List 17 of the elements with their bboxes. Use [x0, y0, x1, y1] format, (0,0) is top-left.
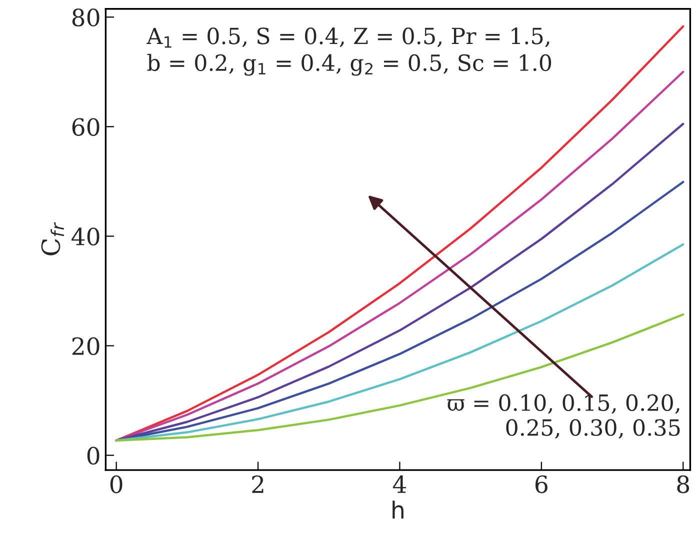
y-tick-label: 80 — [72, 8, 100, 26]
y-tick-label: 0 — [87, 446, 100, 465]
x-tick-label: 0 — [110, 475, 122, 494]
annotation: A$_{1}$ = 0.5, S = 0.4, Z = 0.5, Pr = 1.5, b = 0.2, g$_{1}$ = 0.4, g$_{2}$ = 0.5, Sc = 1.0 — [146, 28, 552, 76]
line-series — [115, 243, 684, 442]
annotation: ϖ = 0.10, 0.15, 0.20, 0.25, 0.30, 0.35 — [447, 394, 680, 439]
x-tick-label: 4 — [392, 475, 406, 493]
x-tick-label: 8 — [677, 475, 690, 494]
x-tick-label: 2 — [252, 475, 264, 493]
y-axis-title: C$_{fr}$ — [41, 222, 64, 256]
x-axis-title: h — [392, 500, 404, 519]
line-series — [115, 313, 684, 442]
y-tick-label: 60 — [72, 118, 100, 136]
x-tick-label: 6 — [535, 475, 548, 494]
y-tick-label: 40 — [72, 228, 100, 246]
y-tick-label: 20 — [72, 337, 100, 356]
line-series — [115, 180, 684, 442]
